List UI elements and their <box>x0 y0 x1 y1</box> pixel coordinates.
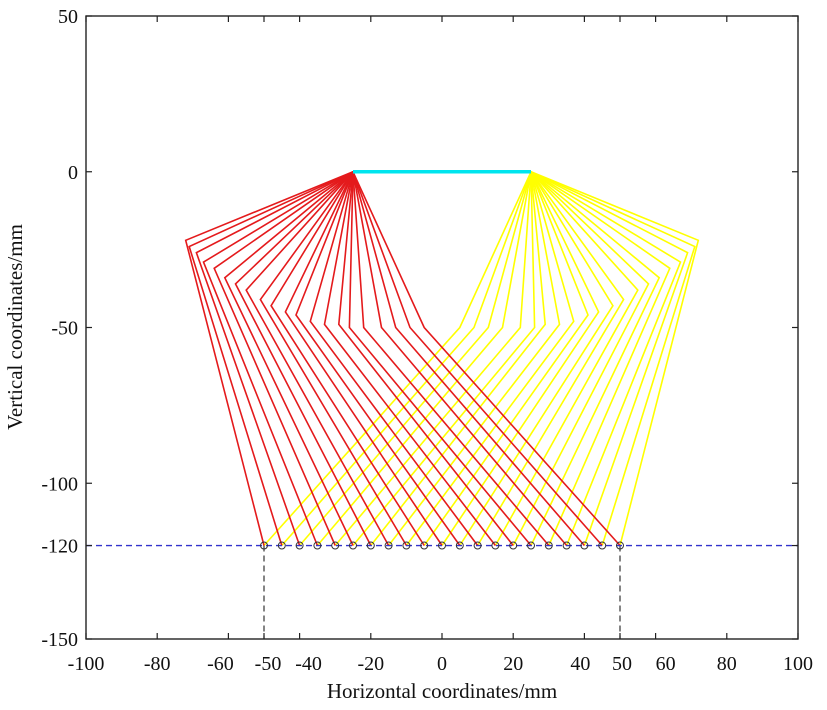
left-path-series <box>213 171 354 546</box>
left-path-series <box>348 171 532 547</box>
target-point-marker <box>420 541 429 550</box>
x-tick-label: -60 <box>207 653 234 675</box>
right-path-series <box>530 171 671 546</box>
left-path-series <box>195 171 354 546</box>
target-point-marker <box>313 541 322 550</box>
target-point-marker <box>527 541 535 550</box>
y-tick-label: -50 <box>51 318 78 340</box>
left-path-series <box>245 171 390 546</box>
target-point-marker <box>349 541 357 550</box>
target-point-marker <box>277 541 286 550</box>
trajectory-paths-layer <box>184 171 700 547</box>
right-path-series <box>459 171 614 546</box>
target-point-marker <box>438 541 446 550</box>
right-path-series <box>530 171 700 546</box>
target-point-marker <box>366 541 375 550</box>
target-point-marker <box>402 541 411 550</box>
left-path-series <box>323 171 497 546</box>
left-path-series <box>352 171 568 547</box>
left-path-series <box>295 171 461 546</box>
right-path-series <box>476 171 625 546</box>
target-point-marker <box>616 541 624 550</box>
x-tick-label: 50 <box>612 653 632 675</box>
left-path-series <box>259 171 408 546</box>
target-point-marker <box>544 541 553 550</box>
x-tick-label: -100 <box>68 653 105 675</box>
target-point-marker <box>331 541 340 550</box>
target-point-marker <box>455 541 464 550</box>
right-path-series <box>263 171 532 547</box>
target-point-marker <box>260 541 268 550</box>
target-point-marker <box>384 541 393 550</box>
x-tick-label: 40 <box>570 653 590 675</box>
right-path-series <box>370 171 547 546</box>
right-path-series <box>387 171 561 546</box>
x-tick-label: 80 <box>717 653 737 675</box>
y-tick-label: 0 <box>68 162 78 184</box>
target-point-marker <box>598 541 607 550</box>
x-tick-label: 0 <box>437 653 447 675</box>
left-path-series <box>352 171 621 547</box>
right-path-series <box>530 171 661 546</box>
x-tick-label: -80 <box>144 653 171 675</box>
x-tick-label: -50 <box>255 653 282 675</box>
right-path-series <box>530 171 682 546</box>
y-tick-label: -120 <box>41 536 78 558</box>
ticks-layer: -100 -80 -60 -50 -40 -20 0 20 40 50 60 80 100 50 0 -50 -… <box>41 6 813 675</box>
left-path-series <box>284 171 443 546</box>
x-tick-label: 20 <box>503 653 523 675</box>
y-axis-title: Vertical coordinates/mm <box>3 224 27 430</box>
x-axis-title: Horizontal coordinates/mm <box>327 679 557 703</box>
right-path-series <box>512 171 650 546</box>
y-tick-label: 50 <box>58 6 78 28</box>
y-tick-label: -150 <box>41 629 78 651</box>
x-tick-label: -20 <box>357 653 384 675</box>
right-path-series <box>530 171 689 546</box>
right-path-series <box>423 171 589 546</box>
overlay-layer <box>86 170 798 550</box>
target-point-marker <box>491 541 500 550</box>
left-path-series <box>202 171 354 546</box>
left-path-series <box>352 171 550 547</box>
left-path-series <box>188 171 354 546</box>
target-point-marker <box>473 541 482 550</box>
left-path-series <box>337 171 514 546</box>
left-path-series <box>309 171 479 546</box>
right-path-series <box>316 171 532 547</box>
right-path-series <box>441 171 600 546</box>
right-path-series <box>405 171 575 546</box>
right-path-series <box>334 171 532 547</box>
right-path-series <box>530 171 696 546</box>
x-tick-label: -40 <box>295 653 322 675</box>
target-point-marker <box>509 541 518 550</box>
x-tick-label: 100 <box>783 653 813 675</box>
right-path-series <box>281 171 532 547</box>
left-path-series <box>223 171 354 546</box>
target-point-marker <box>562 541 571 550</box>
y-tick-label: -100 <box>41 473 78 495</box>
target-point-marker <box>580 541 589 550</box>
left-path-series <box>234 171 372 546</box>
left-path-series <box>184 171 354 546</box>
x-tick-label: 60 <box>656 653 676 675</box>
guide-lines-layer <box>263 545 621 639</box>
left-path-series <box>352 171 603 547</box>
right-path-series <box>352 171 536 547</box>
left-path-series <box>270 171 425 546</box>
left-path-series <box>352 171 586 547</box>
target-point-marker <box>295 541 304 550</box>
